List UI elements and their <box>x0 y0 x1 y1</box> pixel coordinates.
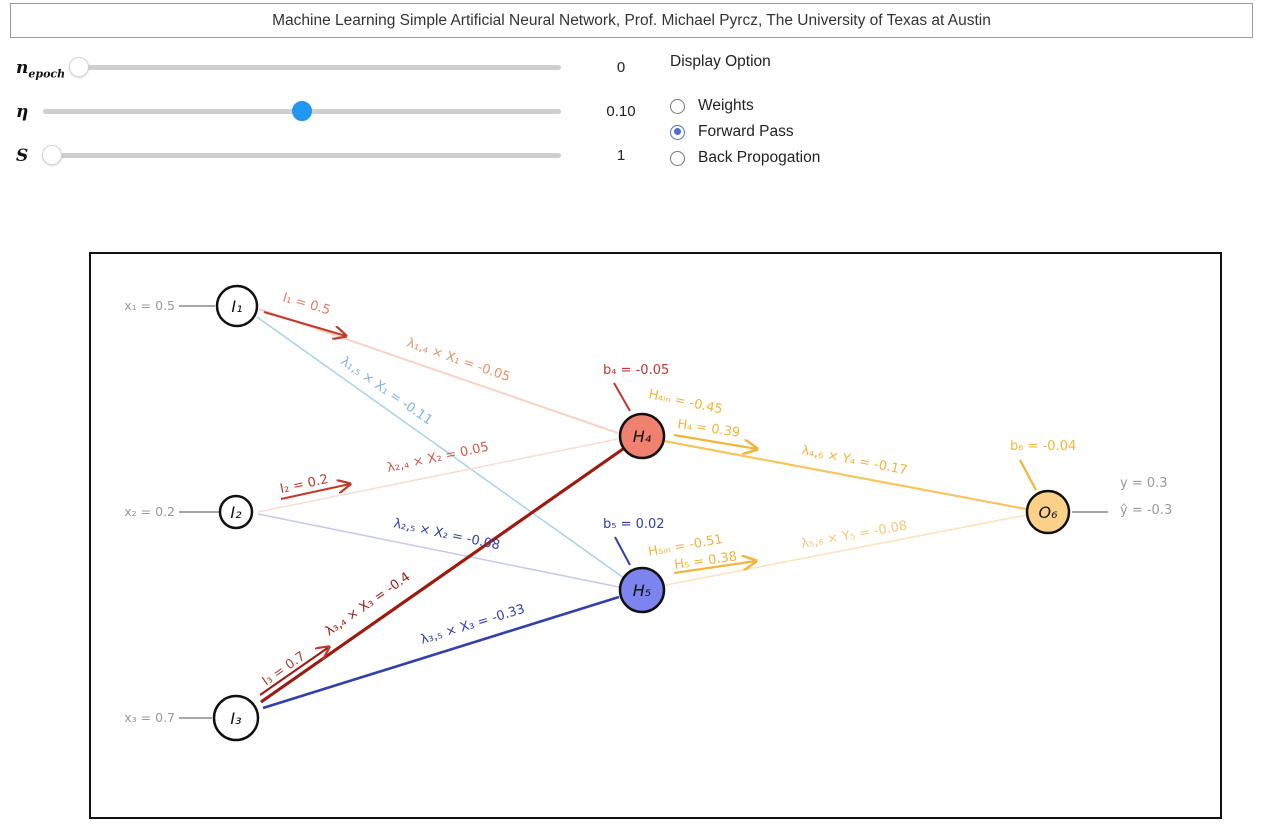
radio-weights[interactable]: Weights <box>670 95 754 117</box>
input-x1-value: x₁ = 0.5 <box>124 298 175 313</box>
node-i2 <box>218 494 254 530</box>
node-i3-label: I₃ <box>230 709 241 728</box>
label-l3: I₃ = 0.7 <box>260 649 309 689</box>
node-h5 <box>618 566 666 614</box>
node-i1-label: I₁ <box>231 297 242 316</box>
label-edge-46: λ₄,₆ × Y₄ = -0.17 <box>800 443 908 478</box>
node-h5-label: H₅ <box>633 581 651 600</box>
arrow-h4 <box>673 433 757 449</box>
seed-slider-label: S <box>16 146 29 166</box>
arrow-i1 <box>263 311 346 336</box>
radio-back-propagation[interactable]: Back Propogation <box>670 147 820 169</box>
label-b6: b₆ = -0.04 <box>1010 439 1076 454</box>
radio-back-propagation-label: Back Propogation <box>698 149 821 166</box>
label-edge-25: λ₂,₅ × X₂ = -0.08 <box>392 516 501 553</box>
epoch-value: 0 <box>616 59 626 76</box>
node-o6 <box>1025 489 1071 535</box>
input-x2-value: x₂ = 0.2 <box>124 504 175 519</box>
epoch-slider-label: nepoch <box>16 58 66 81</box>
bias-b5-line <box>614 536 631 566</box>
label-b4: b₄ = -0.05 <box>603 363 669 378</box>
learning-rate-value: 0.10 <box>606 103 636 120</box>
learning-rate-label: η <box>16 102 29 122</box>
seed-slider-row: S 1 <box>0 144 650 168</box>
epoch-slider-track[interactable] <box>70 65 561 70</box>
label-b5: b₅ = 0.02 <box>603 517 665 532</box>
edge-i2-h5 <box>257 513 620 588</box>
node-i2-label: I₂ <box>230 503 242 522</box>
label-edge-56: λ₅,₆ × Y₅ = -0.08 <box>800 519 908 552</box>
node-h4-label: H₄ <box>633 427 652 446</box>
node-i3 <box>212 694 260 742</box>
label-l1: I₁ = 0.5 <box>281 290 332 318</box>
epoch-slider-row: nepoch 0 <box>0 56 650 80</box>
label-h4-in: H₄ᵢₙ = -0.45 <box>647 387 724 417</box>
seed-value: 1 <box>616 147 626 164</box>
display-option-title: Display Option <box>670 53 771 70</box>
label-yhat: ŷ = -0.3 <box>1120 503 1172 518</box>
edge-i3-h5 <box>262 595 620 710</box>
radio-forward-pass-label: Forward Pass <box>698 123 794 140</box>
node-i1 <box>215 284 259 328</box>
radio-back-propagation-circle[interactable] <box>670 150 685 166</box>
edge-h4-o6 <box>663 439 1027 511</box>
input-x3-value: x₃ = 0.7 <box>124 710 175 725</box>
edge-h5-o6 <box>665 514 1027 586</box>
radio-weights-label: Weights <box>698 97 754 114</box>
edge-i2-h4 <box>257 438 619 513</box>
node-h4 <box>618 412 666 460</box>
radio-forward-pass-circle[interactable] <box>670 124 685 140</box>
label-edge-35: λ₃,₅ × X₃ = -0.33 <box>419 602 527 648</box>
radio-weights-circle[interactable] <box>670 98 685 114</box>
learning-rate-slider-row: η 0.10 <box>0 100 650 124</box>
radio-forward-pass[interactable]: Forward Pass <box>670 121 794 143</box>
learning-rate-slider-handle[interactable] <box>292 101 312 121</box>
edge-i1-h4 <box>258 308 619 434</box>
node-o6-label: O₆ <box>1038 503 1058 522</box>
epoch-slider-handle[interactable] <box>69 57 89 77</box>
bias-b6-line <box>1019 459 1037 491</box>
label-y: y = 0.3 <box>1120 476 1168 491</box>
bias-b4-line <box>613 382 631 412</box>
arrow-h5 <box>673 561 756 575</box>
seed-slider-handle[interactable] <box>42 145 62 165</box>
edge-i1-h5 <box>256 316 625 579</box>
arrow-i3 <box>259 647 329 696</box>
network-svg: I₁ I₂ I₃ H₄ H₅ O₆ x₁ = 0.5 x₂ = 0.2 x₃ =… <box>124 284 1172 742</box>
page-title: Machine Learning Simple Artificial Neura… <box>10 3 1253 38</box>
arrow-i2 <box>280 484 350 500</box>
network-diagram: I₁ I₂ I₃ H₄ H₅ O₆ x₁ = 0.5 x₂ = 0.2 x₃ =… <box>89 252 1222 819</box>
seed-slider-track[interactable] <box>43 153 561 158</box>
